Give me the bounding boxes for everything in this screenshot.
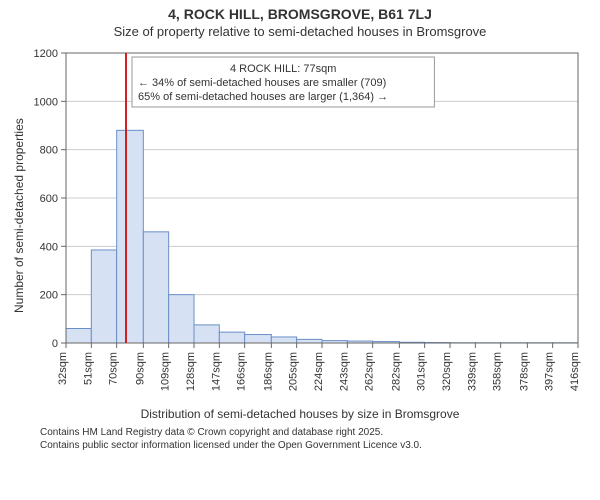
x-tick-label: 205sqm bbox=[288, 352, 300, 391]
attribution-line: Contains public sector information licen… bbox=[40, 440, 600, 453]
x-tick-label: 90sqm bbox=[134, 352, 146, 385]
y-tick-label: 200 bbox=[40, 290, 58, 302]
x-tick-label: 109sqm bbox=[160, 352, 172, 391]
histogram-bar bbox=[219, 332, 244, 343]
x-tick-label: 128sqm bbox=[185, 352, 197, 391]
histogram-bar bbox=[91, 250, 116, 343]
y-axis-label: Number of semi-detached properties bbox=[12, 118, 26, 313]
page-title: 4, ROCK HILL, BROMSGROVE, B61 7LJ bbox=[0, 0, 600, 22]
histogram-bar bbox=[143, 232, 168, 343]
x-axis-label: Distribution of semi-detached houses by … bbox=[12, 403, 588, 421]
page-subtitle: Size of property relative to semi-detach… bbox=[0, 22, 600, 39]
x-tick-label: 358sqm bbox=[492, 352, 504, 391]
x-tick-label: 378sqm bbox=[518, 352, 530, 391]
y-tick-label: 1200 bbox=[34, 48, 58, 60]
x-tick-label: 262sqm bbox=[364, 352, 376, 391]
attribution-block: Contains HM Land Registry data © Crown c… bbox=[0, 421, 600, 452]
attribution-line: Contains HM Land Registry data © Crown c… bbox=[40, 427, 600, 440]
histogram-bar bbox=[245, 335, 272, 343]
y-tick-label: 600 bbox=[40, 193, 58, 205]
histogram-bar bbox=[66, 329, 91, 344]
y-tick-label: 0 bbox=[52, 338, 58, 350]
x-tick-label: 320sqm bbox=[441, 352, 453, 391]
histogram-bar bbox=[297, 339, 322, 343]
histogram-bar bbox=[169, 295, 194, 343]
y-tick-label: 1000 bbox=[34, 96, 58, 108]
histogram-bar bbox=[271, 337, 296, 343]
histogram-bar bbox=[117, 130, 144, 343]
x-tick-label: 282sqm bbox=[390, 352, 402, 391]
chart-container: Number of semi-detached properties 0 200 4… bbox=[12, 43, 588, 421]
y-tick-label: 800 bbox=[40, 145, 58, 157]
annotation-text: 65% of semi-detached houses are larger (… bbox=[138, 91, 388, 103]
x-tick-label: 147sqm bbox=[210, 352, 222, 391]
x-tick-label: 166sqm bbox=[236, 352, 248, 391]
histogram-bar bbox=[194, 325, 219, 343]
histogram-chart: 0 200 400 600 800 1000 1200 32sqm 51sqm 70sqm 90sq… bbox=[12, 43, 588, 403]
x-tick-label: 397sqm bbox=[544, 352, 556, 391]
y-tick-label: 400 bbox=[40, 241, 58, 253]
x-tick-label: 51sqm bbox=[82, 352, 94, 385]
annotation-text: ← 34% of semi-detached houses are smalle… bbox=[138, 77, 386, 89]
x-tick-label: 32sqm bbox=[57, 352, 69, 385]
x-tick-label: 224sqm bbox=[313, 352, 325, 391]
x-tick-label: 70sqm bbox=[108, 352, 120, 385]
x-tick-label: 186sqm bbox=[262, 352, 274, 391]
x-tick-label: 301sqm bbox=[416, 352, 428, 391]
x-tick-label: 243sqm bbox=[338, 352, 350, 391]
x-tick-label: 416sqm bbox=[569, 352, 581, 391]
annotation-text: 4 ROCK HILL: 77sqm bbox=[230, 63, 336, 75]
x-tick-label: 339sqm bbox=[466, 352, 478, 391]
